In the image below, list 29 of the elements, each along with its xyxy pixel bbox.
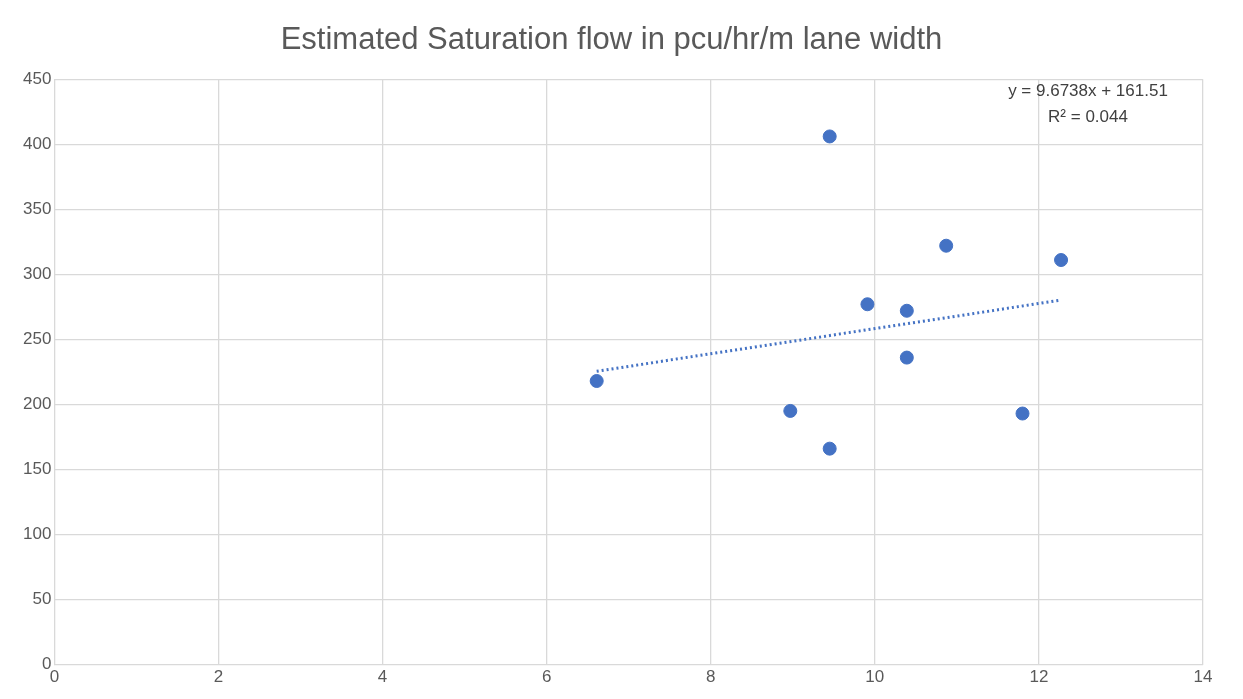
- x-tick-label: 4: [377, 667, 388, 687]
- chart-title: Estimated Saturation flow in pcu/hr/m lane width: [280, 21, 943, 57]
- x-tick-label: 6: [541, 667, 552, 687]
- y-tick-label: 200: [22, 394, 52, 414]
- y-tick-label: 100: [22, 524, 52, 544]
- point: [783, 403, 798, 418]
- y-tick-label: 350: [22, 198, 52, 218]
- point: [822, 441, 837, 456]
- point: [939, 238, 954, 253]
- point: [899, 303, 914, 318]
- annotation: R² = 0.044: [1048, 107, 1128, 127]
- x-tick-label: 2: [213, 667, 224, 687]
- point: [589, 374, 604, 389]
- y-tick-label: 250: [22, 329, 52, 349]
- point: [1054, 253, 1069, 268]
- y-tick-label: 150: [22, 459, 52, 479]
- x-tick-label: 10: [865, 667, 885, 687]
- point: [860, 297, 875, 312]
- x-tick-label: 8: [705, 667, 716, 687]
- point: [822, 129, 837, 144]
- y-tick-label: 450: [22, 68, 52, 88]
- x-tick-label: 14: [1193, 667, 1213, 687]
- annotation: y = 9.6738x + 161.51: [1008, 81, 1168, 101]
- point: [899, 350, 914, 365]
- y-tick-label: 400: [22, 133, 52, 153]
- x-tick-label: 12: [1029, 667, 1049, 687]
- point: [1015, 406, 1030, 421]
- y-tick-label: 50: [32, 589, 52, 609]
- y-tick-label: 300: [22, 264, 52, 284]
